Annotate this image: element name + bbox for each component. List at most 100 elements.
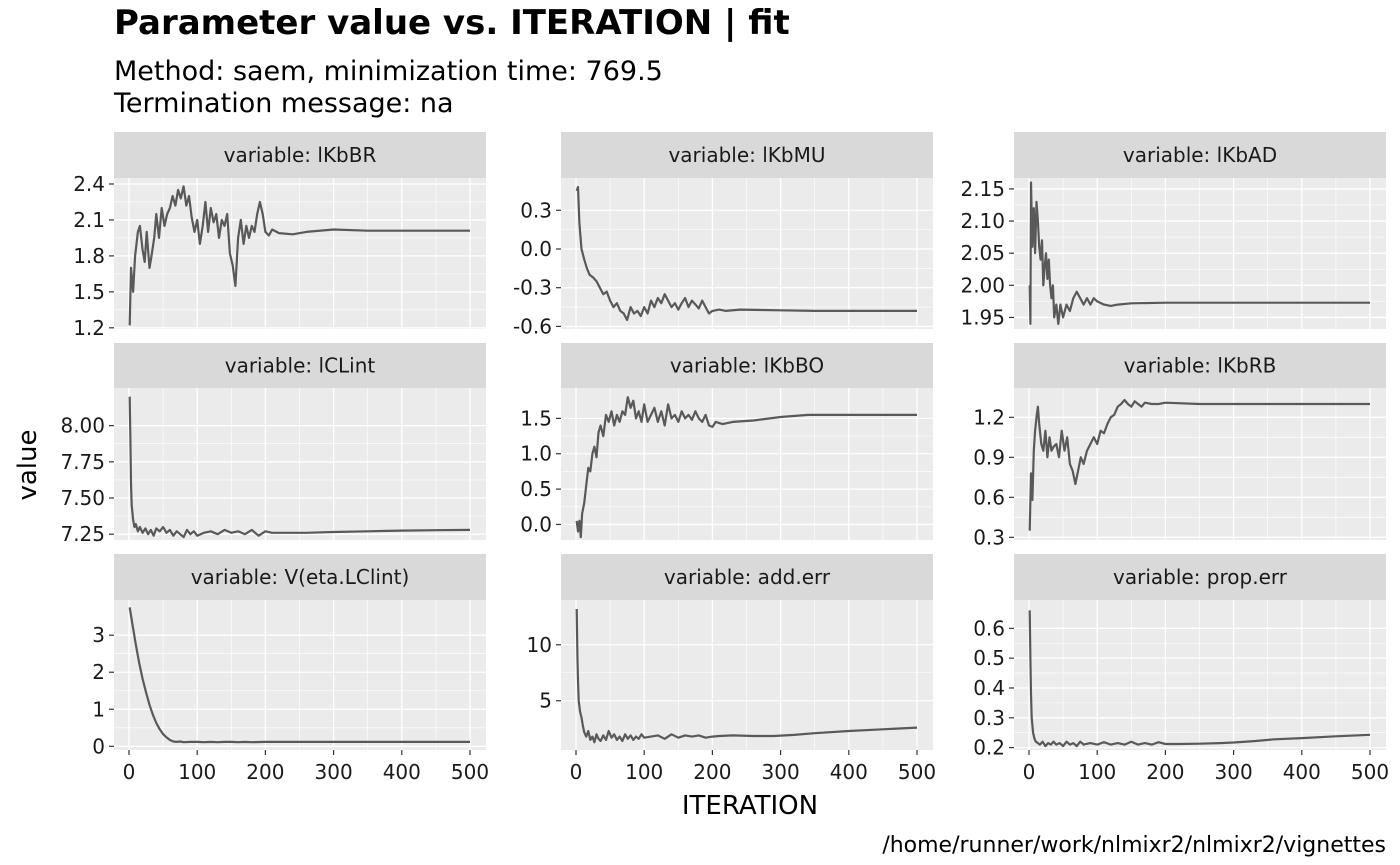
y-tick-label: 0.5	[973, 646, 1005, 670]
facet-strip	[114, 343, 486, 388]
facet-strip-label: variable: lKbBO	[670, 354, 824, 378]
y-tick-label: 0.6	[973, 485, 1005, 509]
series-line	[128, 396, 471, 539]
x-tick-label: 200	[693, 760, 731, 784]
y-tick-label: 2.05	[960, 241, 1005, 265]
y-tick-label: 2.15	[960, 177, 1005, 201]
panel-background	[561, 178, 933, 329]
y-tick-label: 1.2	[973, 405, 1005, 429]
chart-subtitle-termination: Termination message: na	[113, 88, 454, 119]
x-tick-label: 500	[898, 760, 936, 784]
x-tick-label: 500	[451, 760, 489, 784]
y-tick-label: 5	[539, 689, 552, 713]
series-line	[1028, 610, 1371, 748]
series-line	[128, 607, 470, 744]
y-tick-label: 0.6	[973, 616, 1005, 640]
facet-strip	[561, 343, 933, 388]
y-tick-label: 3	[92, 623, 105, 647]
y-tick-label: 0.2	[973, 736, 1005, 760]
chart-title: Parameter value vs. ITERATION | fit	[114, 3, 790, 43]
y-tick-label: 1.5	[73, 280, 105, 304]
facet-strip-label: variable: lKbMU	[668, 143, 825, 167]
y-tick-label: 2.10	[960, 209, 1005, 233]
facet-strip	[561, 554, 933, 600]
panel-background	[114, 178, 486, 329]
y-tick-label: 1.8	[73, 244, 105, 268]
y-tick-label: 1.0	[520, 442, 552, 466]
series-line	[1028, 398, 1370, 531]
series-line	[575, 608, 918, 744]
y-tick-label: 0.9	[973, 445, 1005, 469]
facet-strip-label: variable: lKbRB	[1124, 354, 1277, 378]
y-tick-label: 0.3	[520, 198, 552, 222]
y-tick-label: -0.6	[513, 314, 552, 338]
facet-panel: variable: prop.err 0.2 0.3 0.4 0.5 0.6 0 100 200…	[973, 554, 1389, 784]
facet-strip-label: variable: prop.err	[1113, 565, 1288, 589]
facet-panel: variable: V(eta.LClint) 0 1 2 3 0 100 200 300 400…	[92, 554, 489, 784]
facet-strip	[561, 132, 933, 178]
x-tick-label: 0	[570, 760, 583, 784]
y-tick-label: 8.00	[60, 414, 105, 438]
facet-panels: variable: lKbBR1.21.51.82.12.4variable: …	[60, 132, 1389, 784]
y-tick-label: 0	[92, 734, 105, 758]
facet-strip	[1014, 343, 1386, 388]
x-tick-label: 400	[1283, 760, 1321, 784]
y-tick-label: 1.5	[520, 406, 552, 430]
x-tick-label: 500	[1351, 760, 1389, 784]
panel-background	[561, 600, 933, 750]
facet-panel: variable: lKbBR 1.2 1.5 1.8 2.1 2.4	[73, 132, 486, 340]
facet-strip-label: variable: lKbAD	[1123, 143, 1277, 167]
chart-subtitle-method: Method: saem, minimization time: 769.5	[114, 56, 663, 87]
panel-background	[114, 600, 486, 750]
facet-strip-label: variable: add.err	[664, 565, 831, 589]
x-tick-label: 0	[1023, 760, 1036, 784]
y-tick-label: 0.0	[520, 512, 552, 536]
panel-background	[561, 388, 933, 540]
x-tick-label: 400	[830, 760, 868, 784]
y-tick-label: 0.3	[973, 525, 1005, 549]
y-tick-label: 2.4	[73, 172, 105, 196]
series-line	[128, 185, 470, 326]
y-tick-label: 0.3	[973, 706, 1005, 730]
y-tick-label: 2.1	[73, 208, 105, 232]
series-line	[575, 396, 917, 539]
series-line	[575, 185, 917, 322]
x-tick-label: 300	[1215, 760, 1253, 784]
facet-panel: variable: lKbBO 0.0 0.5 1.0 1.5	[520, 343, 933, 540]
y-tick-label: 1.2	[73, 316, 105, 340]
series-line	[1028, 181, 1370, 325]
y-tick-label: -0.3	[513, 276, 552, 300]
panel-background	[1014, 600, 1386, 750]
y-tick-label: 7.75	[60, 450, 105, 474]
facet-strip	[114, 554, 486, 600]
y-tick-label: 7.25	[60, 522, 105, 546]
x-tick-label: 100	[625, 760, 663, 784]
y-tick-label: 1.95	[960, 305, 1005, 329]
facet-panel: variable: lKbAD 1.95 2.00 2.05 2.10 2.15	[960, 132, 1386, 329]
facet-strip	[114, 132, 486, 178]
y-tick-label: 0.5	[520, 477, 552, 501]
panel-background	[114, 388, 486, 540]
y-tick-label: 2	[92, 660, 105, 684]
caption: /home/runner/work/nlmixr2/nlmixr2/vignet…	[882, 833, 1386, 858]
x-tick-label: 200	[246, 760, 284, 784]
facet-panel: variable: lKbMU -0.6 -0.3 0.0 0.3	[513, 132, 933, 338]
x-axis-label: ITERATION	[682, 791, 818, 821]
panel-background	[1014, 388, 1386, 540]
y-tick-label: 0.0	[520, 237, 552, 261]
x-tick-label: 300	[762, 760, 800, 784]
facet-strip	[1014, 132, 1386, 178]
facet-panel: variable: lKbRB 0.3 0.6 0.9 1.2	[973, 343, 1386, 549]
x-tick-label: 300	[315, 760, 353, 784]
x-tick-label: 0	[123, 760, 136, 784]
y-tick-label: 2.00	[960, 273, 1005, 297]
facet-strip-label: variable: V(eta.LClint)	[191, 565, 410, 589]
x-tick-label: 200	[1146, 760, 1184, 784]
x-tick-label: 100	[1078, 760, 1116, 784]
y-tick-label: 1	[92, 697, 105, 721]
x-tick-label: 100	[178, 760, 216, 784]
y-axis-label: value	[13, 429, 43, 500]
y-tick-label: 0.4	[973, 676, 1005, 700]
